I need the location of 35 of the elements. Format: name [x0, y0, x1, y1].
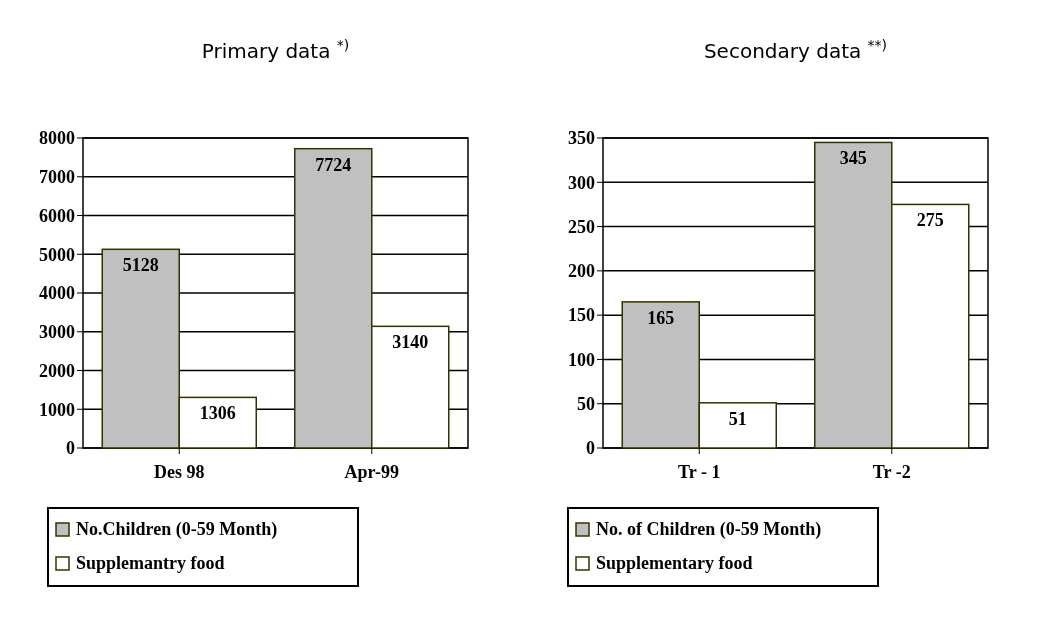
y-tick-label: 1000: [39, 399, 75, 420]
y-tick-label: 0: [586, 438, 595, 459]
y-tick-label: 6000: [39, 205, 75, 226]
legend-label: No.Children (0-59 Month): [76, 519, 278, 540]
y-tick-label: 4000: [39, 283, 75, 304]
y-tick-label: 350: [568, 128, 595, 149]
data-label: 7724: [315, 154, 352, 175]
x-tick-label: Tr - 1: [678, 462, 721, 482]
y-tick-label: 50: [577, 394, 595, 415]
y-tick-label: 2000: [39, 360, 75, 381]
legend-label: Supplemantry food: [76, 553, 225, 573]
x-tick-label: Apr-99: [344, 462, 399, 482]
data-label: 275: [916, 210, 944, 231]
y-tick-label: 0: [66, 438, 75, 459]
y-tick-label: 8000: [39, 128, 75, 149]
legend-label: No. of Children (0-59 Month): [596, 519, 822, 540]
y-tick-label: 3000: [39, 322, 75, 343]
data-label: 1306: [199, 403, 236, 424]
y-tick-label: 300: [568, 172, 595, 193]
data-label: 51: [728, 408, 747, 429]
chart-title: Secondary data $^{**)}$: [703, 37, 888, 63]
x-tick-label: Des 98: [154, 462, 205, 482]
chart-title: Primary data $^{*)}$: [201, 37, 350, 63]
data-label: 345: [839, 148, 867, 169]
x-tick-label: Tr -2: [872, 462, 911, 482]
y-tick-label: 200: [568, 261, 595, 282]
data-label: 3140: [392, 332, 429, 353]
y-tick-label: 100: [568, 349, 595, 370]
y-tick-label: 7000: [39, 167, 75, 188]
y-tick-label: 5000: [39, 244, 75, 265]
data-label: 165: [647, 307, 675, 328]
data-label: 5128: [122, 255, 159, 276]
y-tick-label: 250: [568, 216, 595, 237]
legend-label: Supplementary food: [596, 553, 753, 573]
y-tick-label: 150: [568, 305, 595, 326]
